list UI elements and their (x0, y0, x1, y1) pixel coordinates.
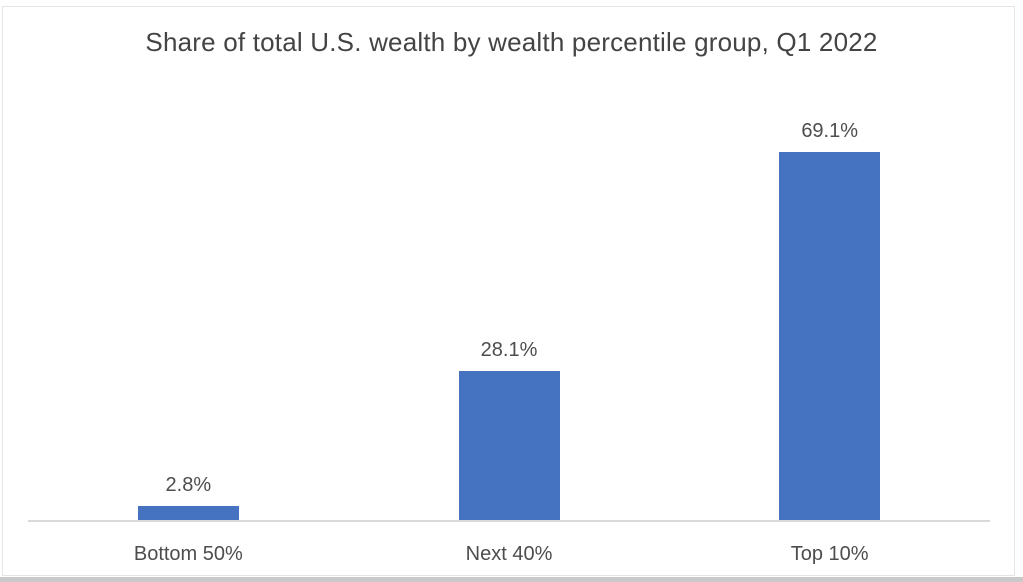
bar-next-40 (458, 370, 560, 521)
category-label-next-40: Next 40% (465, 543, 553, 565)
bar-bottom-50 (137, 506, 239, 521)
bar-top-10 (779, 151, 881, 521)
category-label-bottom-50: Bottom 50% (133, 543, 243, 565)
plot-area: 2.8% 28.1% 69.1% (28, 80, 990, 521)
bar-group-bottom-50: 2.8% (28, 80, 349, 521)
data-label-bottom-50: 2.8% (165, 474, 212, 496)
chart-title: Share of total U.S. wealth by wealth per… (145, 27, 878, 57)
bottom-border (0, 577, 1023, 582)
x-axis-line (28, 520, 990, 522)
category-label-top-10: Top 10% (790, 543, 869, 565)
data-label-next-40: 28.1% (480, 338, 538, 361)
x-axis-category-labels: Bottom 50% Next 40% Top 10% (28, 542, 990, 566)
data-label-top-10: 69.1% (801, 119, 859, 142)
bar-group-next-40: 28.1% (349, 80, 670, 521)
bar-group-top-10: 69.1% (669, 80, 990, 521)
